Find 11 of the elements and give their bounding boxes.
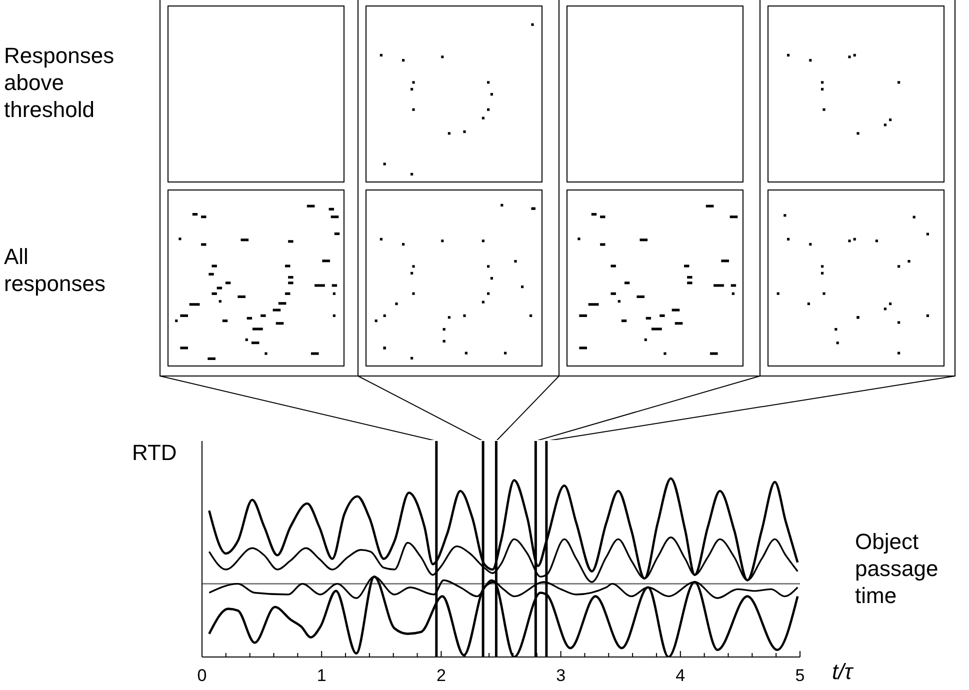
x-tick-label: 1 [316, 666, 326, 685]
text: All responses [4, 243, 107, 297]
x-tick-label: 5 [795, 666, 805, 685]
x-tick-label: 3 [556, 666, 566, 685]
ref-line-label: Object passage time [855, 528, 940, 609]
x-tick-label: 4 [676, 666, 686, 685]
x-axis-title: t/τ [832, 659, 852, 685]
x-tick-label: 2 [436, 666, 446, 685]
x-tick-label: 0 [197, 666, 207, 685]
text: Responses above threshold [4, 42, 116, 123]
y-axis-title: RTD [132, 440, 177, 466]
